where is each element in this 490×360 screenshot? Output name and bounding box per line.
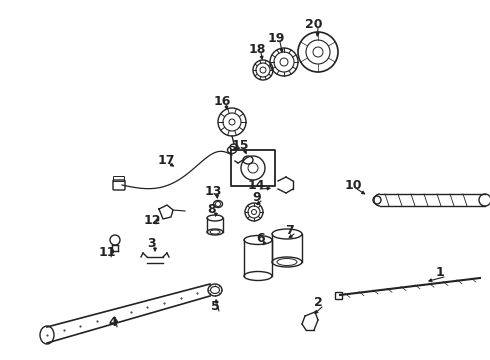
Text: 7: 7 — [286, 224, 294, 237]
Text: 20: 20 — [305, 18, 323, 31]
Bar — [335, 292, 342, 299]
Text: 4: 4 — [109, 316, 118, 329]
Text: 10: 10 — [344, 179, 362, 192]
Text: 14: 14 — [247, 179, 265, 192]
Text: 13: 13 — [204, 185, 221, 198]
Text: 8: 8 — [208, 202, 216, 216]
Text: 19: 19 — [268, 32, 285, 45]
Text: 18: 18 — [248, 42, 266, 55]
Text: 3: 3 — [147, 237, 155, 249]
Text: 1: 1 — [436, 266, 444, 279]
Text: 15: 15 — [231, 139, 249, 152]
Text: 9: 9 — [253, 190, 261, 203]
Text: 16: 16 — [213, 95, 231, 108]
Text: 11: 11 — [98, 247, 116, 260]
Text: 2: 2 — [314, 297, 322, 310]
Text: 5: 5 — [211, 301, 220, 314]
Text: 6: 6 — [257, 231, 265, 244]
Text: 12: 12 — [143, 213, 161, 226]
Text: 17: 17 — [157, 153, 175, 166]
